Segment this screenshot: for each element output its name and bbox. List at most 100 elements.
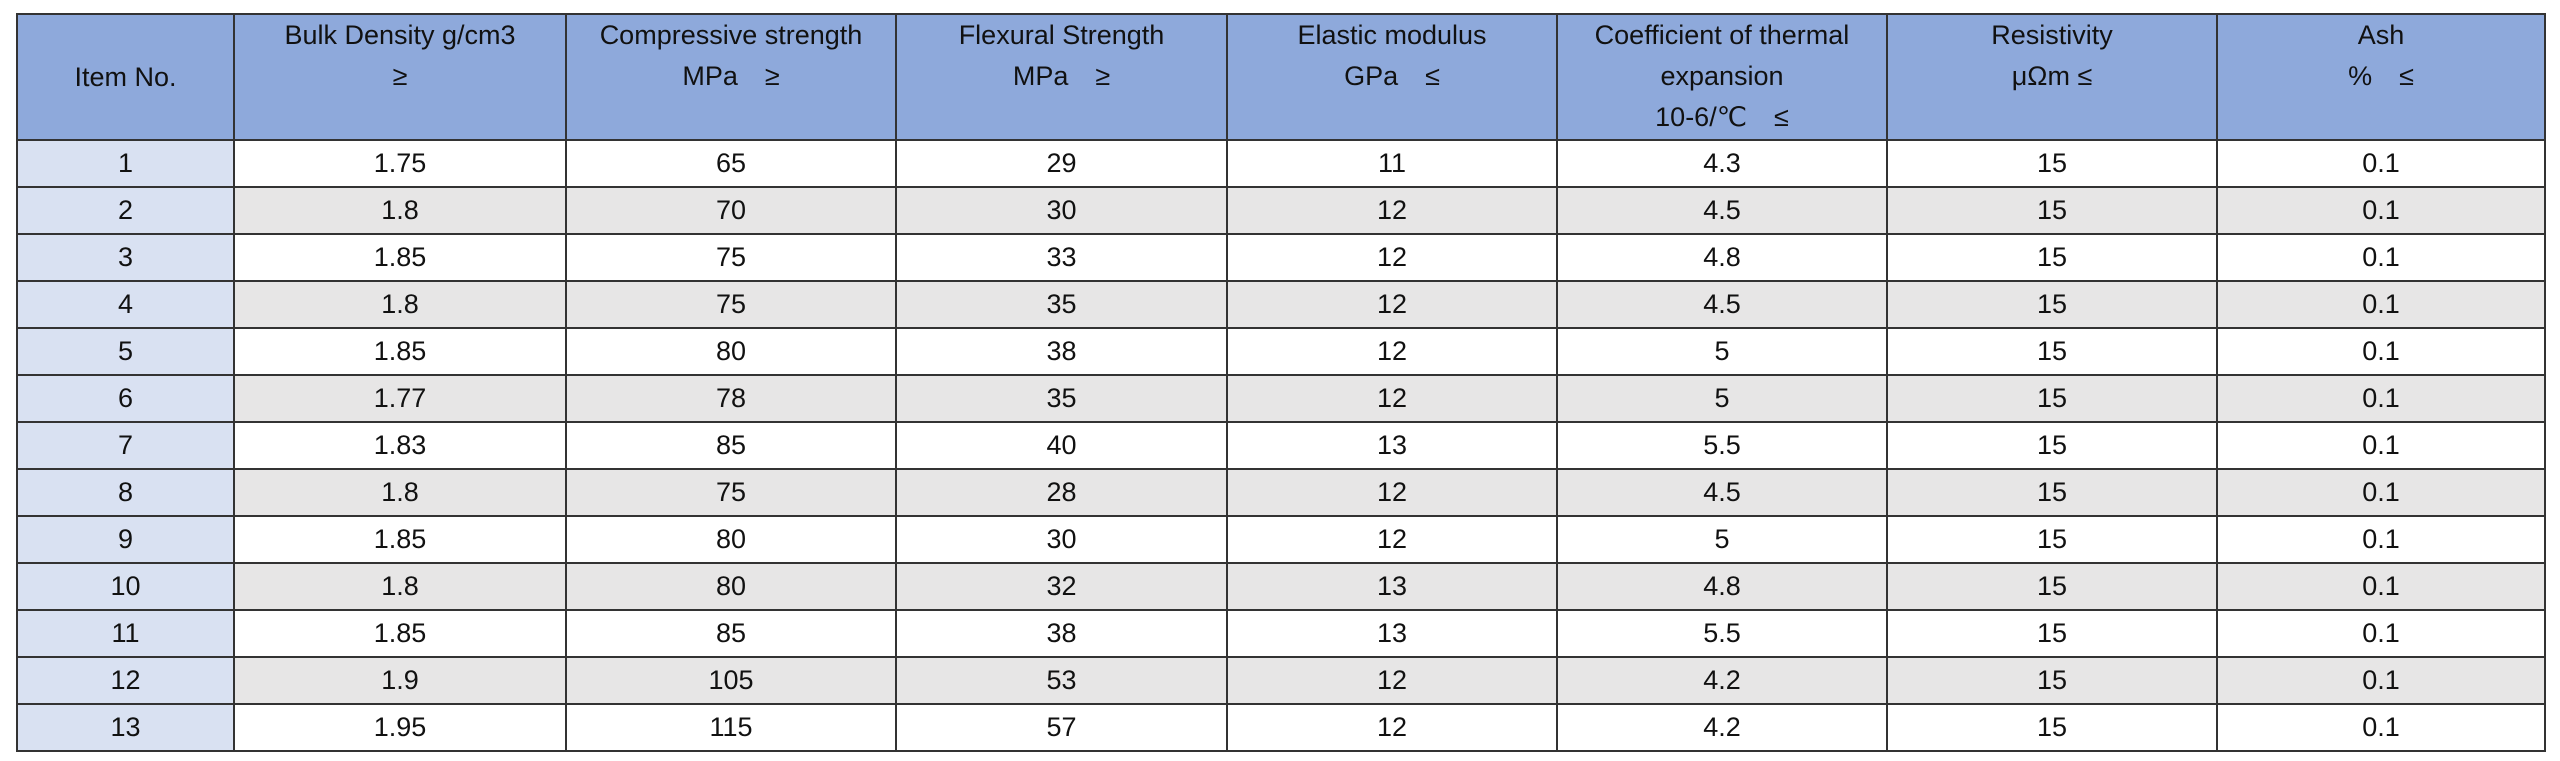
table-row: 12 1.9 105 53 12 4.2 15 0.1 bbox=[16, 656, 2546, 705]
cell: 13 bbox=[1226, 421, 1558, 470]
cell: 0.1 bbox=[2216, 468, 2546, 517]
cell: 4.8 bbox=[1556, 562, 1888, 611]
cell: 75 bbox=[565, 468, 897, 517]
cell: 12 bbox=[1226, 374, 1558, 423]
cell: 1.85 bbox=[233, 515, 567, 564]
header-line: 10-6/℃ ≤ bbox=[1655, 102, 1789, 132]
cell: 0.1 bbox=[2216, 186, 2546, 235]
table-row: 2 1.8 70 30 12 4.5 15 0.1 bbox=[16, 186, 2546, 235]
cell: 1.9 bbox=[233, 656, 567, 705]
header-cell: Elastic modulus GPa ≤ bbox=[1226, 13, 1558, 141]
item-number: 12 bbox=[16, 656, 235, 705]
cell: 65 bbox=[565, 139, 897, 188]
cell: 0.1 bbox=[2216, 327, 2546, 376]
cell: 13 bbox=[1226, 562, 1558, 611]
cell: 1.85 bbox=[233, 233, 567, 282]
cell: 15 bbox=[1886, 421, 2218, 470]
header-line: Ash bbox=[2357, 20, 2405, 50]
cell: 0.1 bbox=[2216, 656, 2546, 705]
cell: 15 bbox=[1886, 609, 2218, 658]
header-line: % ≤ bbox=[2348, 61, 2414, 91]
cell: 5 bbox=[1556, 374, 1888, 423]
cell: 4.8 bbox=[1556, 233, 1888, 282]
cell: 1.8 bbox=[233, 280, 567, 329]
cell: 15 bbox=[1886, 233, 2218, 282]
cell: 85 bbox=[565, 609, 897, 658]
cell: 38 bbox=[895, 609, 1228, 658]
cell: 0.1 bbox=[2216, 703, 2546, 752]
cell: 15 bbox=[1886, 139, 2218, 188]
cell: 5 bbox=[1556, 515, 1888, 564]
cell: 30 bbox=[895, 186, 1228, 235]
cell: 15 bbox=[1886, 186, 2218, 235]
cell: 15 bbox=[1886, 280, 2218, 329]
item-number: 13 bbox=[16, 703, 235, 752]
header-line: Coefficient of thermal bbox=[1594, 20, 1850, 50]
cell: 0.1 bbox=[2216, 515, 2546, 564]
cell: 70 bbox=[565, 186, 897, 235]
item-number: 7 bbox=[16, 421, 235, 470]
cell: 80 bbox=[565, 327, 897, 376]
header-cell: Item No. bbox=[16, 13, 235, 141]
cell: 5 bbox=[1556, 327, 1888, 376]
cell: 75 bbox=[565, 233, 897, 282]
cell: 1.77 bbox=[233, 374, 567, 423]
table-row: 7 1.83 85 40 13 5.5 15 0.1 bbox=[16, 421, 2546, 470]
table-row: 8 1.8 75 28 12 4.5 15 0.1 bbox=[16, 468, 2546, 517]
cell: 85 bbox=[565, 421, 897, 470]
item-number: 6 bbox=[16, 374, 235, 423]
cell: 0.1 bbox=[2216, 562, 2546, 611]
cell: 4.5 bbox=[1556, 186, 1888, 235]
cell: 38 bbox=[895, 327, 1228, 376]
table-row: 1 1.75 65 29 11 4.3 15 0.1 bbox=[16, 139, 2546, 188]
item-number: 1 bbox=[16, 139, 235, 188]
item-number: 9 bbox=[16, 515, 235, 564]
cell: 53 bbox=[895, 656, 1228, 705]
cell: 1.8 bbox=[233, 562, 567, 611]
table-row: 9 1.85 80 30 12 5 15 0.1 bbox=[16, 515, 2546, 564]
header-line: ≥ bbox=[392, 61, 408, 91]
cell: 35 bbox=[895, 374, 1228, 423]
header-line: GPa ≤ bbox=[1344, 61, 1440, 91]
cell: 4.2 bbox=[1556, 656, 1888, 705]
cell: 0.1 bbox=[2216, 374, 2546, 423]
cell: 1.8 bbox=[233, 186, 567, 235]
cell: 12 bbox=[1226, 515, 1558, 564]
item-number: 2 bbox=[16, 186, 235, 235]
cell: 12 bbox=[1226, 656, 1558, 705]
header-cell: Ash % ≤ bbox=[2216, 13, 2546, 141]
header-line: expansion bbox=[1660, 61, 1784, 91]
cell: 15 bbox=[1886, 327, 2218, 376]
header-line: Item No. bbox=[74, 61, 177, 92]
cell: 1.95 bbox=[233, 703, 567, 752]
item-number: 4 bbox=[16, 280, 235, 329]
item-number: 5 bbox=[16, 327, 235, 376]
header-cell: Coefficient of thermal expansion 10-6/℃ ≤ bbox=[1556, 13, 1888, 141]
cell: 80 bbox=[565, 562, 897, 611]
cell: 15 bbox=[1886, 562, 2218, 611]
header-line: μΩm ≤ bbox=[2011, 61, 2093, 91]
cell: 5.5 bbox=[1556, 609, 1888, 658]
cell: 40 bbox=[895, 421, 1228, 470]
header-line: MPa ≥ bbox=[1012, 61, 1111, 91]
cell: 0.1 bbox=[2216, 139, 2546, 188]
cell: 12 bbox=[1226, 468, 1558, 517]
cell: 15 bbox=[1886, 703, 2218, 752]
cell: 32 bbox=[895, 562, 1228, 611]
cell: 13 bbox=[1226, 609, 1558, 658]
header-line: Elastic modulus bbox=[1297, 20, 1487, 50]
header-line: Resistivity bbox=[1991, 20, 2113, 50]
cell: 78 bbox=[565, 374, 897, 423]
cell: 15 bbox=[1886, 515, 2218, 564]
header-row: Item No. Bulk Density g/cm3 ≥ Compressive s… bbox=[16, 13, 2546, 141]
header-line: Compressive strength bbox=[599, 20, 863, 50]
cell: 11 bbox=[1226, 139, 1558, 188]
cell: 4.5 bbox=[1556, 280, 1888, 329]
cell: 0.1 bbox=[2216, 609, 2546, 658]
cell: 105 bbox=[565, 656, 897, 705]
cell: 30 bbox=[895, 515, 1228, 564]
header-cell: Bulk Density g/cm3 ≥ bbox=[233, 13, 567, 141]
cell: 5.5 bbox=[1556, 421, 1888, 470]
cell: 33 bbox=[895, 233, 1228, 282]
table-body: 1 1.75 65 29 11 4.3 15 0.1 2 1.8 70 30 12 4.5 15 0.1 3 1.… bbox=[16, 139, 2546, 752]
